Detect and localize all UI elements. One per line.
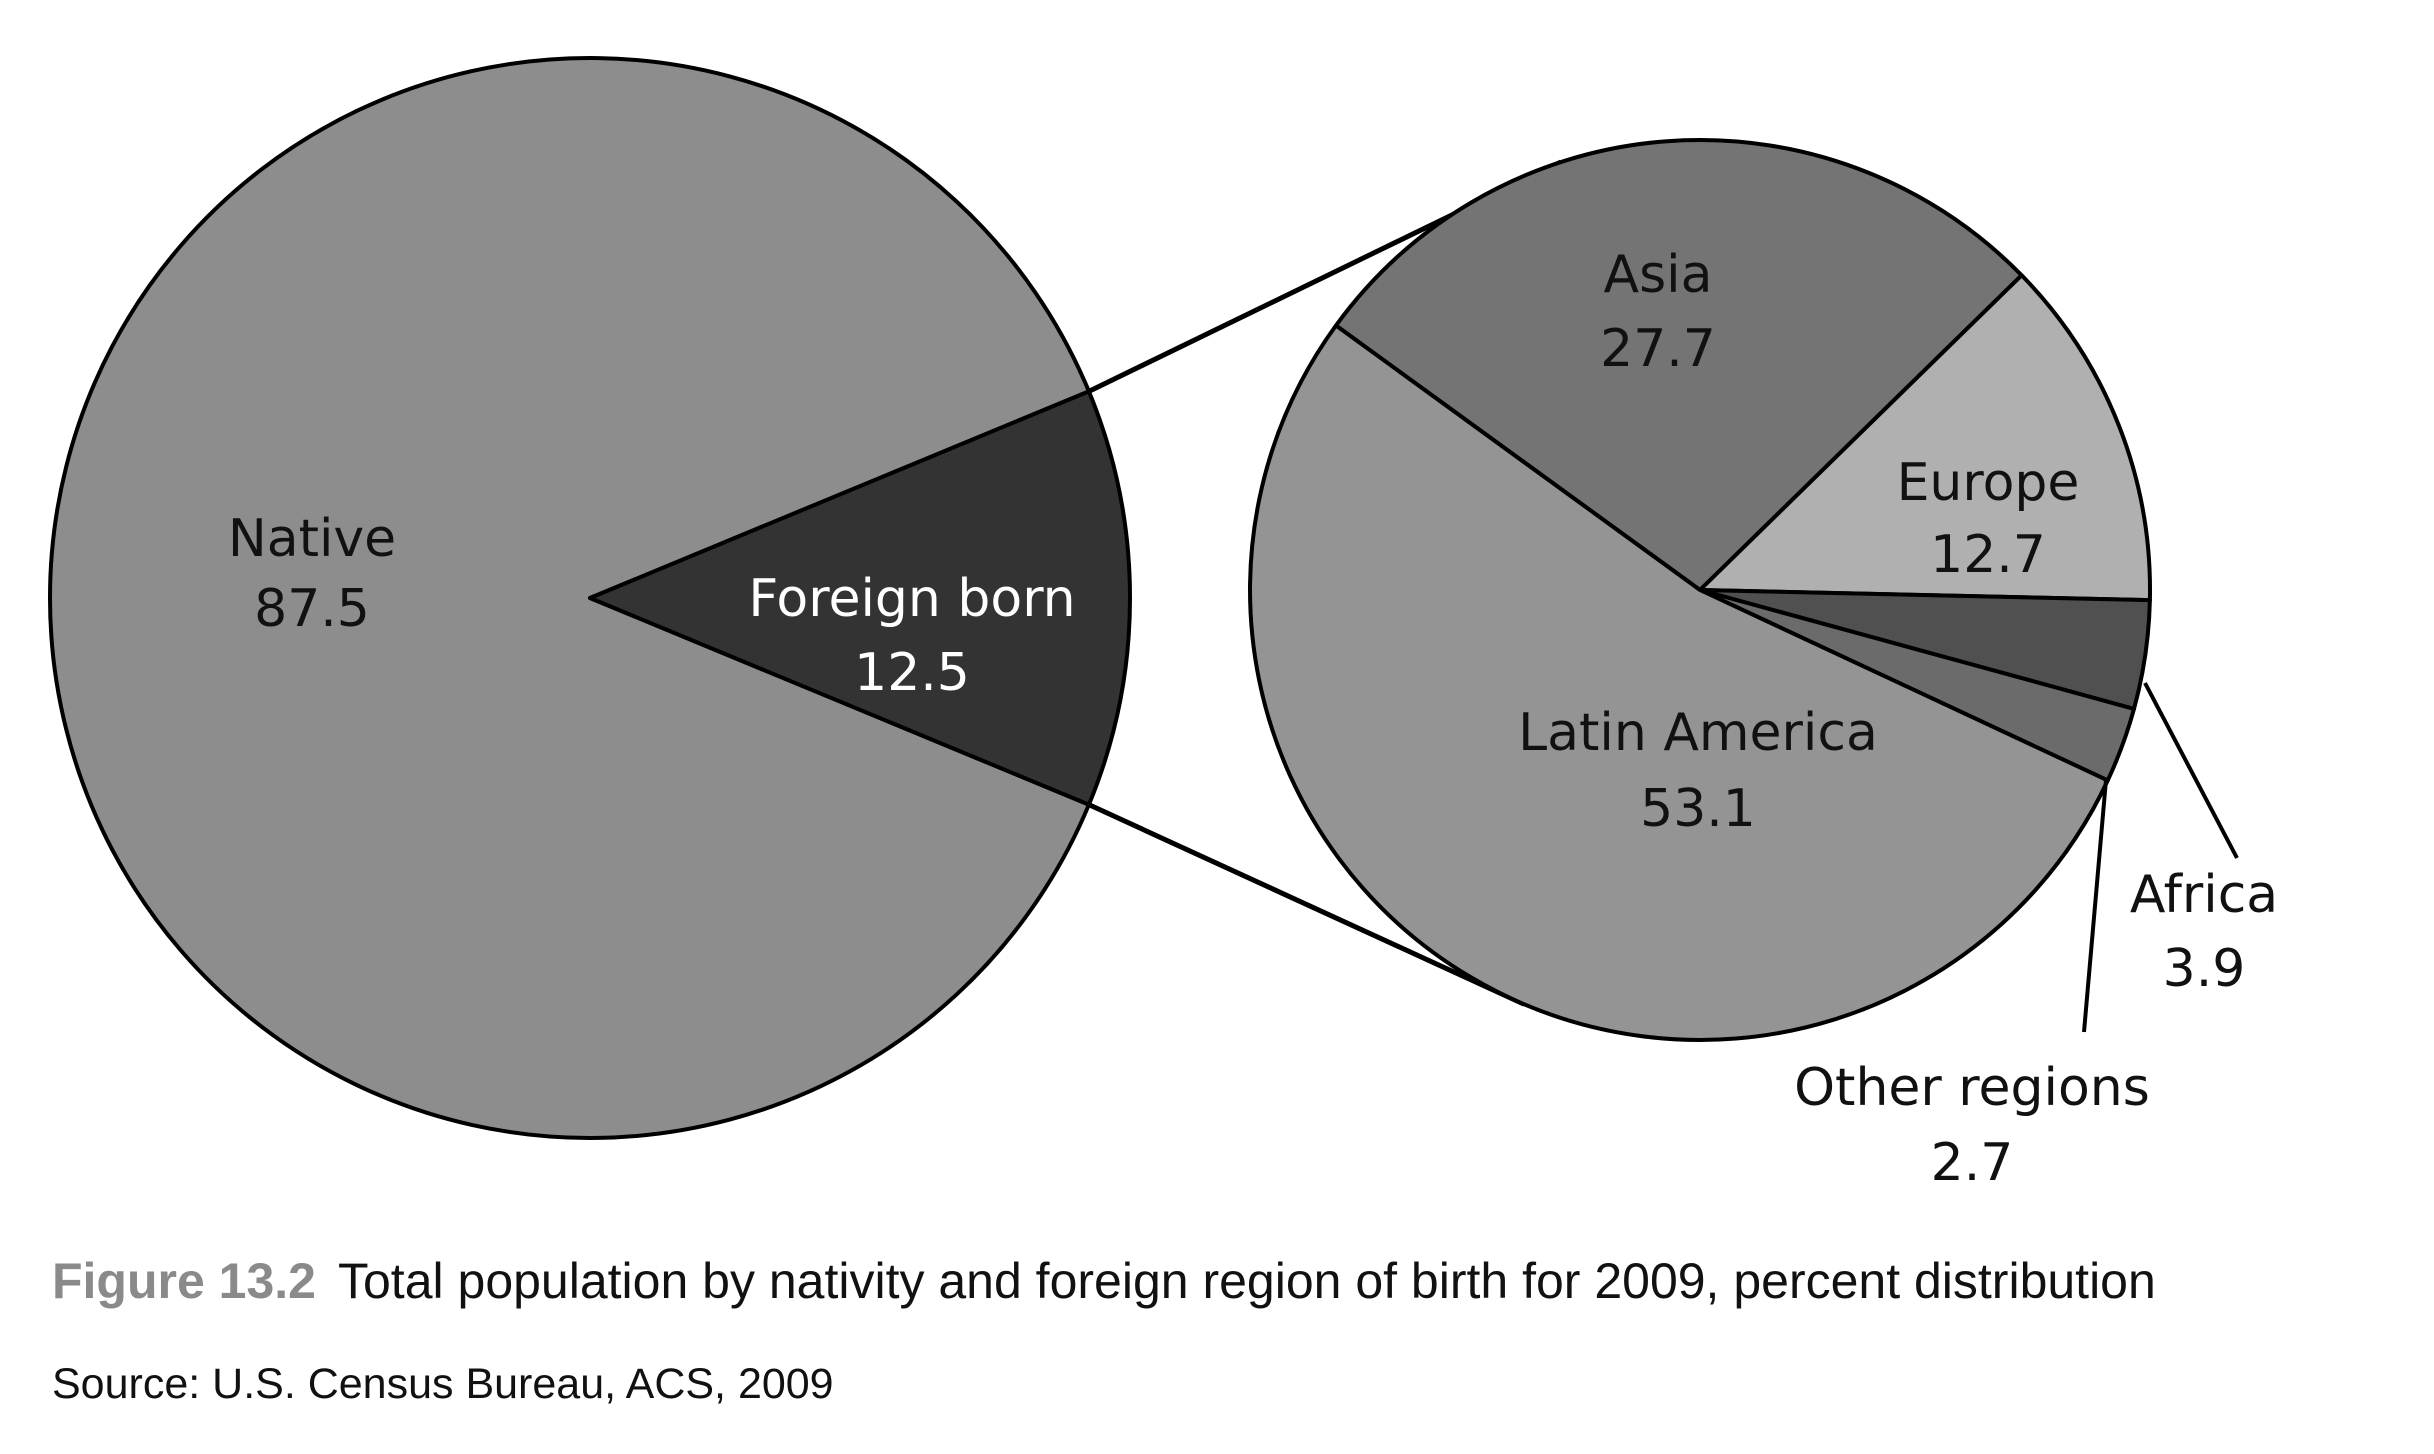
label-native-value: 87.5 bbox=[254, 579, 370, 639]
figure-caption: Figure 13.2 Total population by nativity … bbox=[52, 1252, 2156, 1310]
figure-number: Figure 13.2 bbox=[52, 1253, 316, 1309]
label-latin-america-name: Latin America bbox=[1518, 703, 1878, 763]
label-foreign-born-value: 12.5 bbox=[854, 643, 970, 703]
label-latin-america-value: 53.1 bbox=[1640, 779, 1756, 839]
connector-line-bottom bbox=[1087, 802, 1526, 1007]
label-africa-name: Africa bbox=[2130, 865, 2278, 925]
label-native-name: Native bbox=[228, 509, 396, 569]
slice-asia bbox=[1333, 138, 2024, 592]
leader-line-africa bbox=[2143, 682, 2239, 859]
label-other-regions-value: 2.7 bbox=[1931, 1133, 2014, 1193]
label-other-regions-name: Other regions bbox=[1794, 1058, 2150, 1118]
leader-line-other-regions bbox=[2082, 779, 2108, 1033]
label-foreign-born-name: Foreign born bbox=[748, 569, 1075, 629]
figure-caption-text: Total population by nativity and foreign… bbox=[338, 1253, 2156, 1309]
label-europe-name: Europe bbox=[1897, 453, 2080, 513]
slice-latin-america bbox=[1248, 323, 2110, 1042]
label-asia-value: 27.7 bbox=[1600, 319, 1716, 379]
slice-foreign-born bbox=[588, 389, 1132, 807]
label-europe-value: 12.7 bbox=[1930, 525, 2046, 585]
slice-native bbox=[47, 56, 1091, 1140]
label-africa-value: 3.9 bbox=[2163, 939, 2246, 999]
slice-europe bbox=[1698, 273, 2152, 603]
label-asia-name: Asia bbox=[1604, 245, 1713, 305]
figure-source: Source: U.S. Census Bureau, ACS, 2009 bbox=[52, 1360, 834, 1408]
